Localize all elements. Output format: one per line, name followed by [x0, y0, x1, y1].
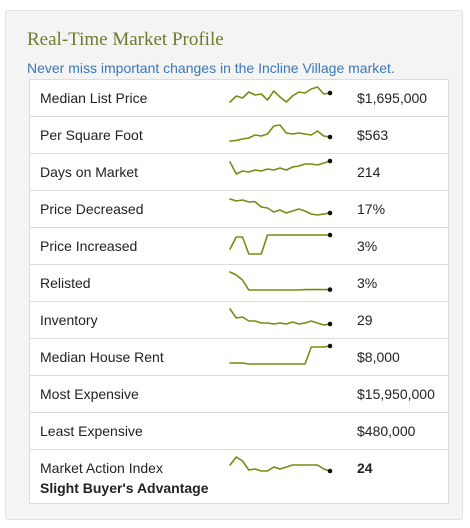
metric-label: Inventory [40, 312, 98, 328]
metric-label: Median House Rent [40, 349, 164, 365]
sparkline-line [229, 456, 331, 472]
metric-label: Most Expensive [40, 386, 139, 402]
sparkline-chart [229, 271, 333, 292]
metric-label: Price Increased [40, 238, 138, 254]
metric-value: $8,000 [357, 349, 400, 365]
metric-row-median-list-price: Median List Price $1,695,000 [30, 80, 448, 116]
metric-value: $480,000 [357, 423, 416, 439]
metric-label: Per Square Foot [40, 127, 143, 143]
metric-row-inventory: Inventory 29 [30, 301, 448, 338]
metric-label: Least Expensive [40, 423, 143, 439]
sparkline-line [229, 198, 331, 216]
sparkline-line [229, 124, 331, 142]
sparkline-line [229, 345, 331, 365]
sparkline-line [229, 160, 331, 175]
sparkline-line [229, 234, 331, 255]
sparkline-endpoint [327, 158, 333, 164]
sparkline-endpoint [327, 468, 333, 474]
metric-label: Price Decreased [40, 201, 144, 217]
sparkline-endpoint [327, 343, 333, 349]
metric-label: Median List Price [40, 90, 148, 106]
sparkline-endpoint [327, 321, 333, 327]
metric-label: Market Action Index [40, 460, 163, 476]
metric-row-price-increased: Price Increased 3% [30, 227, 448, 264]
metric-row-per-square-foot: Per Square Foot $563 [30, 116, 448, 153]
sparkline-chart [229, 232, 333, 255]
sparkline-chart [229, 198, 333, 216]
metric-row-relisted: Relisted 3% [30, 264, 448, 301]
sparkline-line [229, 308, 331, 326]
metric-value: 29 [357, 312, 373, 328]
sparkline-chart [229, 86, 333, 103]
metric-value: $1,695,000 [357, 90, 428, 106]
metric-label: Days on Market [40, 164, 139, 180]
market-action-status: Slight Buyer's Advantage [40, 480, 209, 496]
sparkline-chart [229, 308, 333, 327]
widget-title: Real-Time Market Profile [27, 29, 224, 50]
sparkline-chart [229, 456, 333, 474]
metric-value: $563 [357, 127, 389, 143]
metric-row-median-house-rent: Median House Rent $8,000 [30, 338, 448, 375]
metric-value: $15,950,000 [357, 386, 435, 402]
metric-value: 3% [357, 275, 378, 291]
metric-row-price-decreased: Price Decreased 17% [30, 190, 448, 227]
metric-row-market-action-index: Market Action Index 24 Slight Buyer's Adva… [30, 449, 448, 503]
metric-value: 3% [357, 238, 378, 254]
widget-subtitle: Never miss important changes in the Incl… [27, 60, 395, 76]
market-profile-widget: Real-Time Market Profile Never miss impo… [5, 10, 463, 520]
sparkline-endpoint [327, 134, 333, 140]
metric-value: 24 [357, 460, 373, 476]
sparkline-line [229, 271, 331, 291]
sparkline-endpoint [327, 287, 333, 292]
sparkline-line [229, 86, 331, 103]
sparkline-endpoint [327, 210, 333, 216]
sparkline-chart [229, 343, 333, 365]
metric-value: 17% [357, 201, 386, 217]
metric-label: Relisted [40, 275, 91, 291]
metric-row-most-expensive: Most Expensive $15,950,000 [30, 375, 448, 412]
sparkline-endpoint [327, 232, 333, 238]
metric-row-least-expensive: Least Expensive $480,000 [30, 412, 448, 449]
sparkline-endpoint [327, 90, 333, 96]
metrics-table: Median List Price $1,695,000 Per Square Fo… [29, 79, 449, 504]
sparkline-chart [229, 124, 333, 142]
sparkline-chart [229, 158, 333, 175]
metric-row-days-on-market: Days on Market 214 [30, 153, 448, 190]
metric-value: 214 [357, 164, 381, 180]
